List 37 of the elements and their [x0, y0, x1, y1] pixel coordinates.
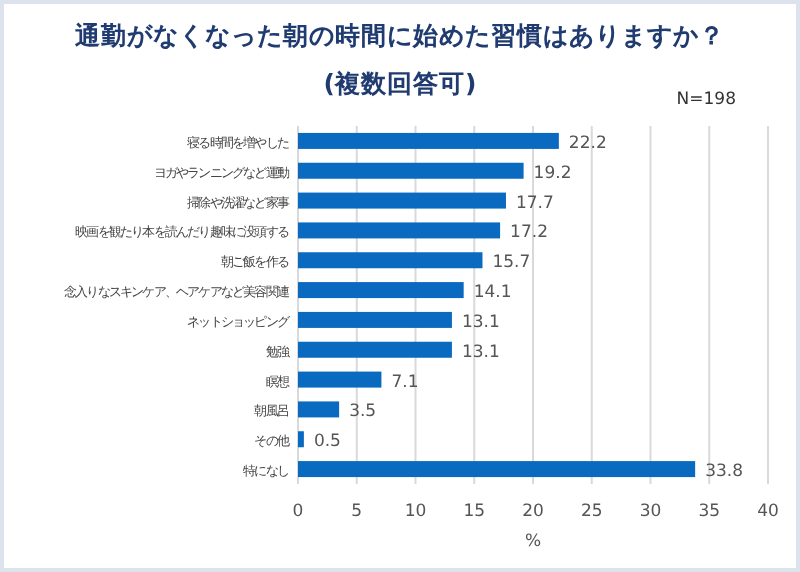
data-label: 7.1 — [391, 372, 419, 393]
bar — [298, 431, 304, 448]
bar — [298, 252, 483, 269]
data-label: 17.7 — [515, 193, 554, 214]
x-tick-label: 40 — [757, 502, 779, 522]
bar — [298, 192, 506, 209]
bar — [298, 341, 452, 358]
x-tick-label: 35 — [698, 502, 721, 522]
chart-subtitle: (複数回答可) — [323, 68, 477, 98]
data-label: 14.1 — [473, 283, 512, 304]
bar — [298, 371, 382, 388]
data-label: 15.7 — [492, 253, 531, 274]
bar — [298, 162, 524, 179]
x-tick-label: 10 — [404, 502, 427, 522]
chart-title: 通勤がなくなった朝の時間に始めた習慣はありますか？ — [73, 20, 725, 50]
bar — [298, 282, 464, 299]
bar — [298, 132, 559, 149]
data-label: 33.8 — [705, 462, 744, 483]
bar — [298, 311, 452, 328]
data-label: 19.2 — [533, 163, 572, 184]
data-label: 13.1 — [461, 342, 500, 363]
data-label: 3.5 — [349, 402, 377, 423]
data-label: 22.2 — [568, 133, 607, 154]
x-tick-label: 25 — [580, 502, 603, 522]
data-label: 13.1 — [461, 312, 500, 333]
x-tick-label: 30 — [639, 502, 662, 522]
x-axis-title: % — [524, 532, 542, 552]
bar — [298, 461, 696, 478]
bar — [298, 222, 501, 239]
x-tick-label: 0 — [292, 502, 304, 522]
bar — [298, 401, 340, 418]
data-label: 17.2 — [510, 223, 548, 244]
data-label: 0.5 — [313, 432, 341, 453]
text: N=198 — [676, 90, 736, 110]
x-tick-label: 5 — [351, 502, 363, 522]
x-tick-label: 15 — [463, 502, 486, 522]
x-tick-label: 20 — [522, 502, 544, 522]
